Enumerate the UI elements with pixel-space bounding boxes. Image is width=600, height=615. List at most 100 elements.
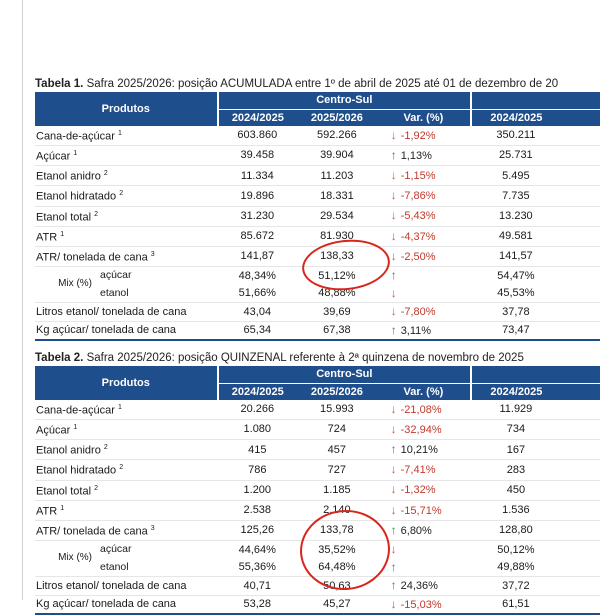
value-prev: 43,04 xyxy=(217,302,298,322)
variation-value: -32,94% xyxy=(400,423,442,436)
value-prev: 40,71 xyxy=(217,576,298,596)
product-label: Etanol total 2 xyxy=(35,480,218,501)
value-extra: 11.929 xyxy=(471,400,561,421)
value-cut xyxy=(560,520,600,542)
value-extra: 283 xyxy=(471,459,561,481)
value-cut xyxy=(560,595,600,615)
value-extra: 25.731 xyxy=(471,145,561,167)
value-extra: 54,47% xyxy=(497,269,535,282)
value-curr: 1.185 xyxy=(297,480,377,501)
footnote-mark: 1 xyxy=(73,150,78,158)
table-row: ATR/ tonelada de cana 3 141,87 138,33 ↓ -2,5… xyxy=(35,246,600,268)
value-curr: 39.904 xyxy=(297,145,377,167)
value-curr: 724 xyxy=(297,419,377,441)
footnote-mark: 3 xyxy=(150,250,155,258)
value-extra: 37,78 xyxy=(471,302,561,322)
table1-caption: Tabela 1. Safra 2025/2026: posição ACUMU… xyxy=(35,78,559,90)
value-extra: 49.581 xyxy=(471,226,561,247)
variation-cell: ↑ 3,11% xyxy=(376,321,472,342)
variation-value: 24,36% xyxy=(400,580,438,593)
arrow-down-icon: ↓ xyxy=(390,208,397,223)
table2-col-curr: 2025/2026 xyxy=(297,383,377,400)
value-curr: 35,52% xyxy=(318,543,356,556)
variation-cell: ↓ -15,71% xyxy=(376,500,472,521)
variation-cell: ↓ -7,41% xyxy=(376,459,472,481)
product-name: Etanol anidro xyxy=(36,444,101,457)
value-curr: 81.930 xyxy=(297,226,377,247)
value-curr: 592.266 xyxy=(297,126,377,147)
value-curr: 11.203 xyxy=(297,165,377,187)
value-extra: 450 xyxy=(471,480,561,501)
variation-cell: ↑ 6,80% xyxy=(376,520,472,542)
table-row: Etanol anidro 2 415 457 ↑ 10,21% 167 xyxy=(35,439,600,461)
product-name: Cana-de-açúcar xyxy=(36,130,115,143)
mix-row: Mix (%) açúcar 48,34% 51,12% ↑ 54,47% xyxy=(35,267,600,289)
value-curr: 457 xyxy=(297,439,377,461)
value-cut xyxy=(561,541,600,559)
mix-label-cell: Mix (%) açúcar xyxy=(35,541,218,563)
table2-header-region2 xyxy=(470,366,600,384)
arrow-down-icon: ↓ xyxy=(390,401,397,416)
table-row: Kg açúcar/ tonelada de cana 53,28 45,27 ↓ -1… xyxy=(35,595,600,615)
variation-cell: ↓ -1,32% xyxy=(376,480,472,501)
product-name: Etanol anidro xyxy=(36,170,101,183)
value-extra: 49,88% xyxy=(471,558,561,578)
value-prev: 48,34% xyxy=(238,269,276,282)
variation-value: -21,08% xyxy=(400,403,442,416)
value-prev: 415 xyxy=(217,439,298,461)
table2-col-cut xyxy=(560,383,600,400)
arrow-down-icon: ↓ xyxy=(390,482,397,497)
value-prev: 31.230 xyxy=(217,206,298,227)
value-cut xyxy=(560,302,600,322)
value-curr: 15.993 xyxy=(297,400,377,421)
variation-cell: ↓ -7,86% xyxy=(376,185,472,207)
footnote-mark: 2 xyxy=(103,444,108,452)
footnote-mark: 2 xyxy=(94,210,99,218)
value-curr: 727 xyxy=(297,459,377,481)
table-row: Cana-de-açúcar 1 20.266 15.993 ↓ -21,08% 11.9… xyxy=(35,400,600,421)
product-label: Etanol hidratado 2 xyxy=(35,459,218,481)
value-cut xyxy=(560,480,600,501)
table-row: Cana-de-açúcar 1 603.860 592.266 ↓ -1,92% 350… xyxy=(35,126,600,147)
arrow-up-icon: ↑ xyxy=(390,442,397,457)
mix-label-cell: Mix (%)etanol xyxy=(35,284,218,304)
table1-col-curr: 2025/2026 xyxy=(297,109,377,126)
product-name: Açúcar xyxy=(36,150,71,163)
value-extra: 141,57 xyxy=(471,246,561,268)
arrow-down-icon: ↓ xyxy=(390,304,397,319)
product-label: Etanol anidro 2 xyxy=(35,439,218,461)
variation-value: -7,80% xyxy=(400,306,436,319)
arrow-down-icon: ↓ xyxy=(390,502,397,517)
product-label: ATR 1 xyxy=(35,226,218,247)
mix-label: Mix (%) xyxy=(58,278,92,290)
value-extra: 5.495 xyxy=(471,165,561,187)
arrow-down-icon: ↓ xyxy=(390,188,397,203)
table2-header-region: Centro-Sul xyxy=(217,366,472,384)
variation-value: -15,71% xyxy=(400,504,442,517)
value-cut xyxy=(560,246,600,268)
arrow-down-icon: ↓ xyxy=(390,248,397,263)
value-prev: 786 xyxy=(217,459,298,481)
mix-label-cell: Mix (%)etanol xyxy=(35,558,218,578)
product-name: Etanol hidratado xyxy=(36,191,117,204)
arrow-down-icon: ↓ xyxy=(390,421,397,436)
variation-value: -1,92% xyxy=(400,129,436,142)
value-cut xyxy=(560,558,600,578)
value-cut xyxy=(560,226,600,247)
product-label: Litros etanol/ tonelada de cana xyxy=(35,576,218,596)
value-prev: 51,66% xyxy=(217,284,298,304)
value-prev: 2.538 xyxy=(217,500,298,521)
arrow-down-icon: ↓ xyxy=(390,285,397,300)
variation-cell: ↑ 10,21% xyxy=(376,439,472,461)
mix-sub-label: açúcar xyxy=(100,543,132,556)
product-label: Etanol total 2 xyxy=(35,206,218,227)
table-row: Etanol hidratado 2 19.896 18.331 ↓ -7,86% 7.7… xyxy=(35,185,600,207)
value-cut xyxy=(560,126,600,147)
variation-value: -7,86% xyxy=(400,190,436,203)
value-cut xyxy=(560,400,600,421)
value-extra: 128,80 xyxy=(471,520,561,542)
variation-value: -2,50% xyxy=(400,250,436,263)
mix-sub-label: etanol xyxy=(100,286,129,299)
product-name: Açúcar xyxy=(36,424,71,437)
